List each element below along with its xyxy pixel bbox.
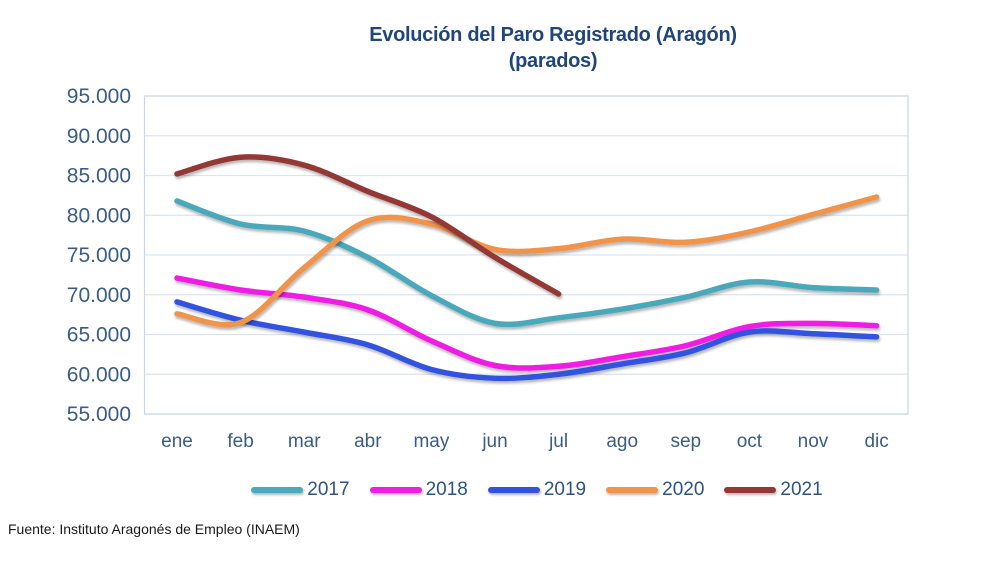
- x-axis-tick-label: ene: [161, 431, 193, 452]
- x-axis-tick-label: dic: [864, 431, 888, 452]
- chart-title-line1: Evolución del Paro Registrado (Aragón): [369, 24, 737, 46]
- legend-item-2021: 2021: [724, 479, 823, 501]
- y-axis-tick-label: 85.000: [67, 165, 131, 188]
- x-axis-tick-label: feb: [227, 431, 253, 452]
- legend-item-2017: 2017: [251, 479, 350, 501]
- chart-legend: 2017 2018 2019 2020 2021: [37, 479, 1000, 501]
- series-line-2017: [174, 198, 880, 328]
- series-line-2018: [174, 275, 880, 371]
- series-line-2021: [174, 154, 562, 297]
- x-axis-tick-label: jul: [548, 431, 568, 452]
- series-line-2020: [174, 194, 880, 328]
- y-axis-tick-label: 75.000: [67, 244, 131, 267]
- series-line-2019: [174, 299, 880, 382]
- legend-label: 2018: [425, 479, 468, 500]
- legend-swatch-icon: [606, 487, 659, 493]
- legend-label: 2019: [543, 479, 587, 500]
- x-axis-tick-label: mar: [288, 431, 321, 452]
- source-note: Fuente: Instituto Aragonés de Empleo (IN…: [8, 521, 300, 537]
- y-axis-tick-label: 80.000: [67, 204, 131, 227]
- x-axis-tick-label: nov: [798, 431, 829, 452]
- y-axis-tick-label: 95.000: [67, 85, 131, 108]
- x-axis-tick-label: oct: [737, 431, 763, 452]
- y-axis-tick-label: 90.000: [67, 125, 131, 148]
- legend-label: 2020: [662, 479, 705, 500]
- legend-item-2019: 2019: [487, 479, 587, 501]
- x-axis-tick-label: ago: [606, 431, 638, 452]
- plot-frame: [143, 95, 909, 415]
- y-axis-tick-label: 65.000: [67, 324, 131, 347]
- legend-swatch-icon: [369, 487, 422, 493]
- chart-title-line2: (parados): [508, 50, 598, 72]
- y-axis-tick-label: 70.000: [67, 284, 131, 307]
- x-axis-tick-label: may: [413, 431, 449, 452]
- x-axis-tick-label: sep: [670, 431, 701, 452]
- chart-title: Evolución del Paro Registrado (Aragón) (…: [53, 22, 1000, 74]
- y-axis-tick-label: 60.000: [67, 363, 131, 386]
- legend-item-2020: 2020: [606, 479, 704, 501]
- legend-label: 2017: [307, 479, 350, 500]
- legend-swatch-icon: [724, 487, 777, 493]
- legend-swatch-icon: [251, 487, 304, 493]
- legend-swatch-icon: [487, 487, 540, 493]
- legend-item-2018: 2018: [369, 479, 468, 501]
- x-axis-tick-label: jun: [481, 431, 507, 452]
- y-axis-tick-label: 55.000: [67, 403, 131, 426]
- legend-label: 2021: [780, 479, 823, 500]
- x-axis-tick-label: abr: [354, 431, 382, 452]
